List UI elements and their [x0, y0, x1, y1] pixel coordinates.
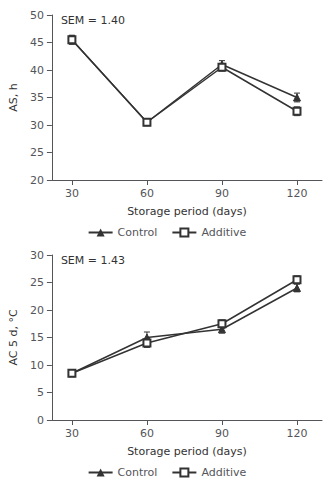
svg-text:Control: Control: [118, 226, 158, 239]
svg-text:15: 15: [30, 331, 44, 344]
svg-text:20: 20: [30, 174, 44, 187]
svg-text:60: 60: [140, 187, 154, 200]
svg-text:90: 90: [215, 427, 229, 440]
svg-text:10: 10: [30, 359, 44, 372]
svg-text:AC 5 d, °C: AC 5 d, °C: [7, 309, 20, 365]
svg-text:50: 50: [30, 9, 44, 22]
svg-text:SEM = 1.40: SEM = 1.40: [61, 14, 125, 27]
svg-text:Additive: Additive: [201, 226, 246, 239]
svg-text:Control: Control: [118, 466, 158, 479]
svg-text:120: 120: [286, 427, 307, 440]
svg-text:Additive: Additive: [201, 466, 246, 479]
svg-text:60: 60: [140, 427, 154, 440]
svg-text:30: 30: [30, 119, 44, 132]
svg-text:30: 30: [65, 187, 79, 200]
svg-text:90: 90: [215, 187, 229, 200]
svg-text:5: 5: [37, 386, 44, 399]
svg-text:Storage period (days): Storage period (days): [127, 205, 247, 218]
svg-text:AS, h: AS, h: [7, 83, 20, 112]
svg-text:35: 35: [30, 91, 44, 104]
svg-text:20: 20: [30, 304, 44, 317]
svg-text:25: 25: [30, 276, 44, 289]
svg-text:Storage period (days): Storage period (days): [127, 445, 247, 458]
svg-text:0: 0: [37, 414, 44, 427]
svg-text:40: 40: [30, 64, 44, 77]
svg-text:45: 45: [30, 36, 44, 49]
svg-text:25: 25: [30, 146, 44, 159]
svg-text:30: 30: [30, 249, 44, 262]
svg-text:120: 120: [286, 187, 307, 200]
svg-text:SEM = 1.43: SEM = 1.43: [61, 254, 125, 267]
svg-text:30: 30: [65, 427, 79, 440]
